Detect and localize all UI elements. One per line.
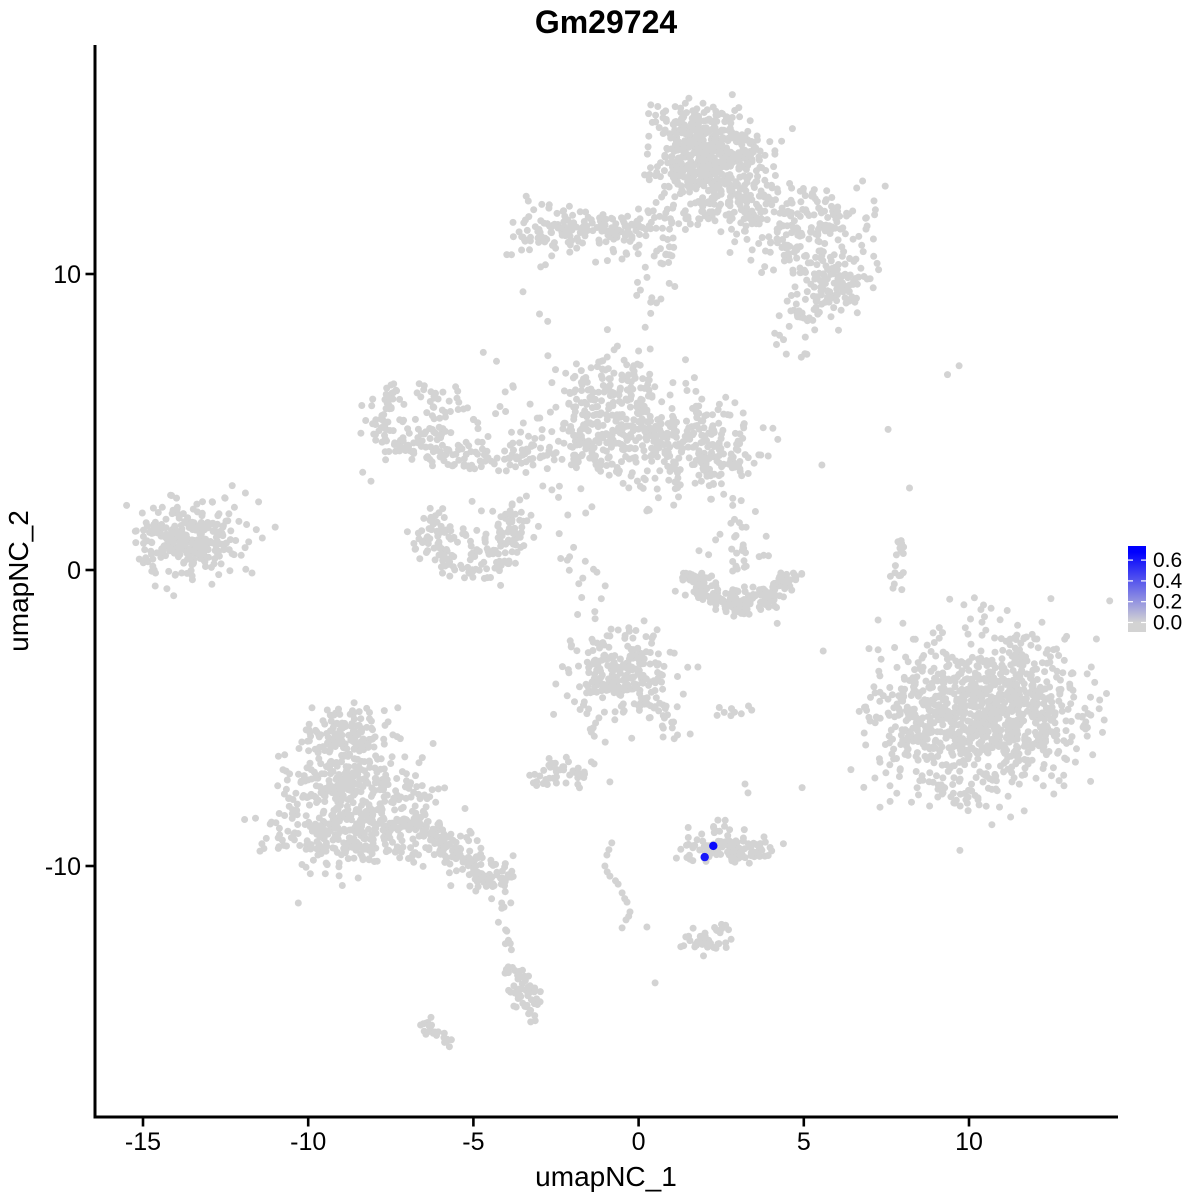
expression-colorbar: 0.60.40.20.0	[1128, 546, 1183, 635]
expressing-cell-point	[700, 852, 709, 862]
x-axis-tick-label: 5	[797, 1128, 811, 1156]
umap-points-layer	[123, 91, 1114, 1051]
y-axis-tick-label: -10	[45, 853, 81, 881]
expressing-cell-point	[709, 841, 718, 851]
colorbar-tick-label: 0.2	[1153, 591, 1182, 614]
colorbar-tick-label: 0.4	[1153, 570, 1183, 593]
x-axis-tick-label: 10	[955, 1128, 983, 1156]
colorbar-tick-label: 0.0	[1153, 612, 1182, 635]
x-axis-tick-label: -10	[290, 1128, 326, 1156]
colorbar-gradient	[1128, 546, 1146, 632]
chart-title: Gm29724	[535, 4, 678, 40]
y-axis-tick-label: 0	[67, 557, 81, 585]
y-axis-title: umapNC_2	[3, 510, 34, 652]
x-axis-tick-label: -5	[462, 1128, 484, 1156]
x-axis-title: umapNC_1	[535, 1161, 677, 1192]
expressing-cells-layer	[700, 841, 718, 862]
y-axis-tick-label: 10	[53, 261, 81, 289]
axes: -15 -10 -5 0 5 10 10 0 -10	[45, 45, 1118, 1156]
colorbar-tick-label: 0.6	[1153, 549, 1182, 572]
x-axis-tick-label: -15	[125, 1128, 161, 1156]
x-axis-tick-label: 0	[632, 1128, 646, 1156]
